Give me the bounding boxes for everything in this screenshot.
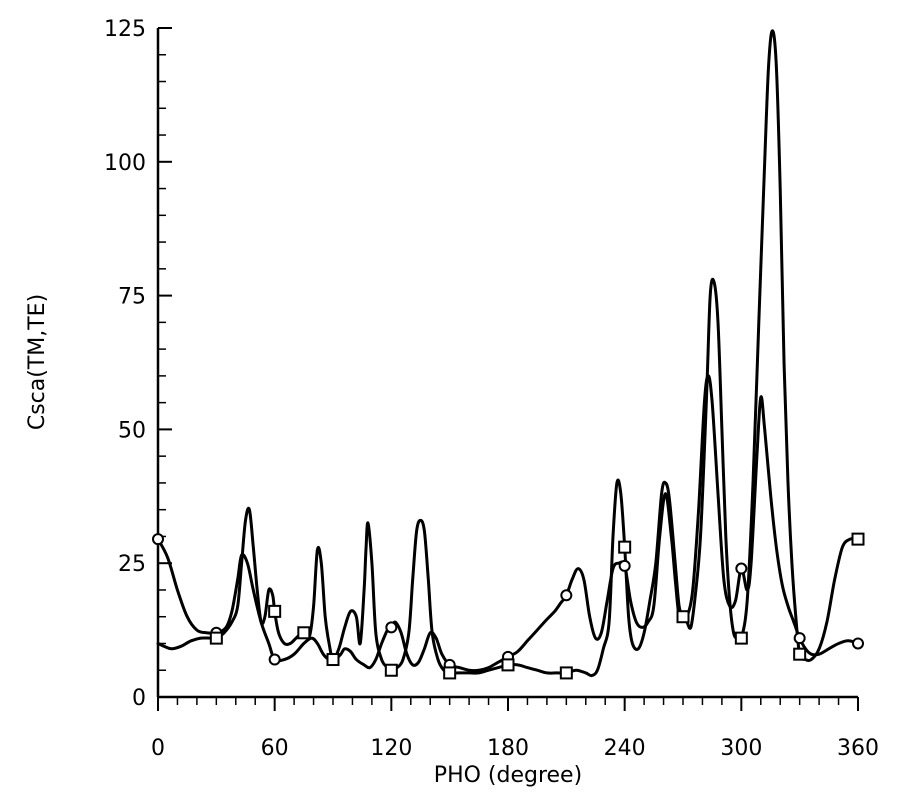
square-marker [209,631,223,645]
square-marker [501,658,515,672]
square-marker [559,666,573,680]
axes [156,28,858,699]
square-marker [734,631,748,645]
square-marker [618,540,632,554]
x-tick-label: 180 [487,736,529,761]
y-axis-label: Csca(TM,TE) [25,294,50,430]
square-marker [268,604,282,618]
circle-marker [793,632,806,645]
y-tick-label: 50 [118,418,146,443]
y-tick-label: 125 [104,17,146,42]
series-line-circle [156,374,860,673]
x-tick-label: 120 [370,736,412,761]
circle-marker [268,653,281,666]
y-tick-label: 75 [118,285,146,310]
square-marker [851,532,865,546]
circle-marker [385,621,398,634]
circle-marker [618,559,631,572]
square-marker [443,666,457,680]
x-axis-label: PHO (degree) [434,763,582,788]
x-tick-label: 360 [837,736,879,761]
circle-marker [560,589,573,602]
y-tick-label: 0 [132,686,146,711]
markers [152,532,865,680]
square-marker [326,653,340,667]
square-marker [297,626,311,640]
series-line-square [156,29,860,678]
ticks: 0 25 50 75 100 125 0 60 120 180 240 300 360 [104,17,879,761]
x-tick-label: 0 [151,736,165,761]
square-marker [384,663,398,677]
x-tick-label: 240 [604,736,646,761]
y-tick-label: 25 [118,552,146,577]
circle-marker [735,562,748,575]
y-tick-label: 100 [104,151,146,176]
circle-marker [852,637,864,650]
square-marker [793,647,807,661]
series [156,29,860,678]
x-tick-label: 60 [261,736,289,761]
x-tick-label: 300 [720,736,762,761]
circle-marker [152,533,164,546]
square-marker [676,610,690,624]
